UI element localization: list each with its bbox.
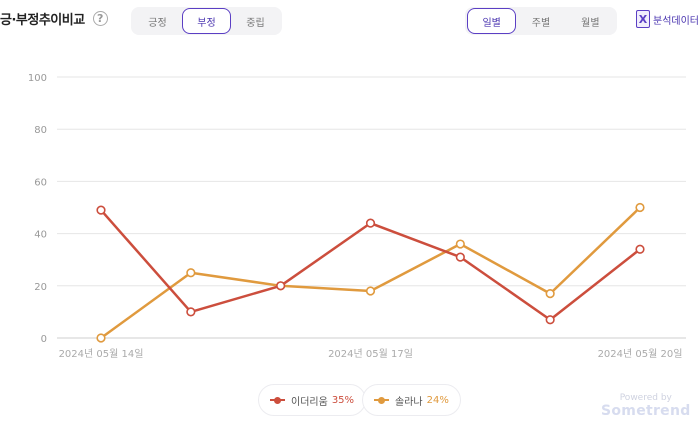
data-point [365, 286, 376, 296]
data-point [365, 218, 376, 228]
data-point [635, 244, 645, 254]
tab-negative[interactable]: 부정 [182, 8, 231, 34]
data-point [545, 315, 555, 325]
sentiment-filter: 긍정 부정 중립 [131, 7, 282, 35]
data-point [96, 333, 106, 343]
series-marker-icon [270, 396, 285, 404]
data-point [635, 202, 645, 213]
y-tick-label: 20 [34, 282, 47, 293]
export-data-button[interactable]: X 분석데이터 [636, 10, 699, 28]
data-point [455, 239, 465, 249]
chart-legend: 이더리움 35% 솔라나 24% [0, 384, 700, 416]
legend-item-solana[interactable]: 솔라나 24% [362, 384, 461, 416]
tab-weekly[interactable]: 주별 [531, 17, 551, 29]
question-icon[interactable]: ? [92, 11, 108, 26]
tab-positive[interactable]: 긍정 [148, 17, 167, 29]
period-filter: 일별 주별 월별 [465, 7, 617, 35]
data-point [455, 252, 465, 262]
y-tick-label: 0 [41, 334, 47, 345]
y-tick-label: 80 [34, 125, 47, 136]
data-point [545, 289, 555, 299]
tab-monthly[interactable]: 월별 [581, 17, 600, 29]
page-title: 긍·부정추이비교 [0, 13, 85, 28]
legend-label: 솔라나 [395, 396, 423, 408]
series-marker-icon [374, 396, 389, 404]
tab-daily[interactable]: 일별 [467, 8, 517, 34]
sometrend-watermark: Powered by Sometrend [601, 393, 691, 419]
x-tick-label: 2024년 05월 17일 [328, 348, 413, 360]
watermark-caption: Powered by [619, 393, 672, 403]
legend-item-ethereum[interactable]: 이더리움 35% [258, 384, 367, 416]
data-point [186, 268, 196, 278]
data-point [276, 281, 286, 291]
export-label: 분석데이터 [653, 15, 699, 27]
legend-share: 35% [331, 394, 355, 406]
tab-neutral[interactable]: 중립 [246, 17, 265, 29]
legend-label: 이더리움 [291, 396, 328, 408]
x-tick-label: 2024년 05월 20일 [598, 348, 683, 360]
chart-header: 긍·부정추이비교 ? [0, 9, 108, 28]
line-chart: 0 20 40 60 80 100 2024년 05월 14일 2024년 05월 17일 20… [28, 73, 686, 360]
y-tick-label: 100 [28, 73, 47, 84]
watermark-brand: Sometrend [601, 403, 691, 419]
y-tick-label: 40 [34, 230, 47, 241]
y-tick-label: 60 [34, 177, 47, 188]
data-point [186, 307, 196, 317]
legend-share: 24% [426, 394, 449, 406]
data-point [96, 205, 106, 215]
excel-icon: X [636, 10, 650, 28]
x-tick-label: 2024년 05월 14일 [59, 348, 144, 360]
